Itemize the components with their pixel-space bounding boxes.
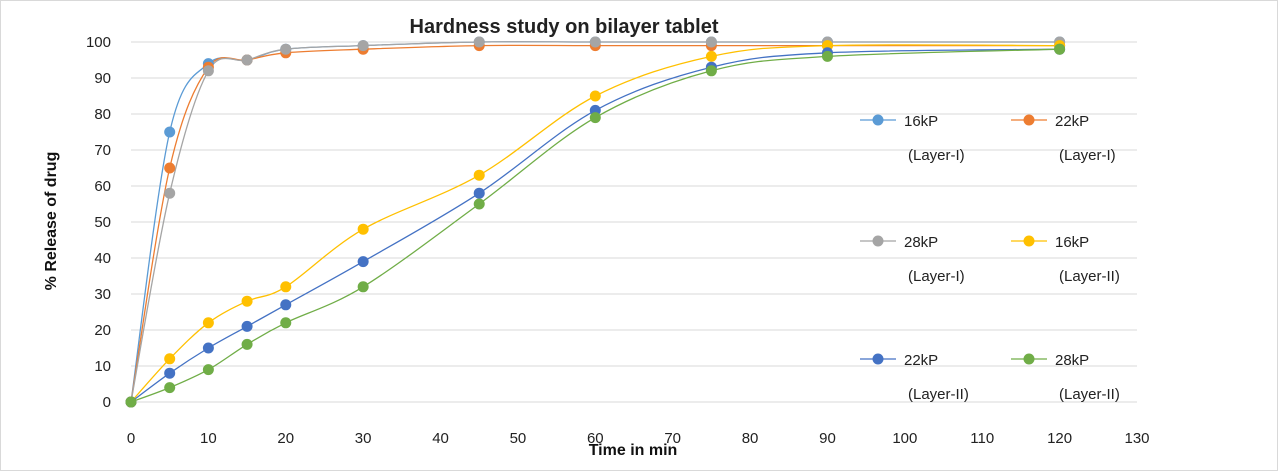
data-point [241, 295, 253, 307]
x-tick-label: 70 [664, 430, 681, 447]
legend-sublabel: (Layer-II) [1059, 386, 1120, 403]
legend-sublabel: (Layer-I) [908, 268, 965, 285]
data-point [164, 382, 176, 394]
chart-title: Hardness study on bilayer tablet [410, 16, 719, 38]
x-tick-label: 120 [1047, 430, 1072, 447]
x-tick-label: 60 [587, 430, 604, 447]
data-point [164, 187, 176, 199]
data-point [164, 367, 176, 379]
legend-label: 22kP [904, 352, 938, 369]
legend-sublabel: (Layer-II) [908, 386, 969, 403]
data-point [241, 54, 253, 66]
y-tick-label: 30 [94, 286, 111, 303]
data-point [357, 256, 369, 268]
x-tick-label: 110 [970, 430, 994, 447]
data-point [280, 317, 292, 329]
data-point [1054, 43, 1066, 55]
x-tick-labels: 0 10 20 30 40 50 60 70 80 90 100 110 120 130 [127, 430, 1150, 447]
x-tick-label: 30 [355, 430, 372, 447]
data-point [202, 364, 214, 376]
legend-marker [872, 235, 884, 247]
x-tick-label: 0 [127, 430, 135, 447]
data-point [125, 396, 137, 408]
y-tick-labels: 0 10 20 30 40 50 60 70 80 90 100 [86, 34, 111, 411]
y-tick-label: 60 [94, 178, 111, 195]
x-tick-label: 130 [1124, 430, 1149, 447]
data-point [705, 65, 717, 77]
series-line [130, 41, 1060, 403]
data-point [241, 320, 253, 332]
y-tick-label: 20 [94, 322, 111, 339]
y-tick-label: 0 [103, 394, 111, 411]
legend-label: 16kP [904, 113, 938, 130]
series-line [130, 48, 1060, 403]
data-point [202, 317, 214, 329]
data-point [164, 353, 176, 365]
data-point [589, 112, 601, 124]
data-point [164, 126, 176, 138]
data-point [357, 40, 369, 52]
legend: 16kP (Layer-I) 22kP (Layer-I) 28kP (Layer-I) 1… [860, 113, 1120, 403]
x-tick-label: 10 [200, 430, 217, 447]
data-point [164, 162, 176, 174]
y-tick-label: 90 [94, 70, 111, 87]
legend-label: 16kP [1055, 234, 1089, 251]
data-point [202, 65, 214, 77]
data-point [589, 90, 601, 102]
data-point [473, 36, 485, 48]
grid-lines [131, 41, 1137, 403]
y-tick-label: 100 [86, 34, 111, 51]
data-point [280, 43, 292, 55]
y-tick-label: 40 [94, 250, 111, 267]
data-point [821, 50, 833, 62]
legend-label: 22kP [1055, 113, 1089, 130]
x-tick-label: 50 [510, 430, 527, 447]
data-point [473, 187, 485, 199]
legend-marker [872, 353, 884, 365]
data-point [357, 281, 369, 293]
data-point [473, 198, 485, 210]
legend-sublabel: (Layer-I) [1059, 147, 1116, 164]
y-tick-label: 70 [94, 142, 111, 159]
y-tick-label: 80 [94, 106, 111, 123]
x-tick-label: 90 [819, 430, 836, 447]
legend-marker [872, 114, 884, 126]
legend-label: 28kP [1055, 352, 1089, 369]
data-point [241, 338, 253, 350]
data-point [280, 299, 292, 311]
legend-marker [1023, 114, 1035, 126]
series-group [125, 36, 1066, 408]
data-point [202, 342, 214, 354]
x-tick-label: 40 [432, 430, 449, 447]
data-point [589, 36, 601, 48]
x-axis-title: Time in min [589, 442, 678, 459]
legend-label: 28kP [904, 234, 938, 251]
x-tick-label: 20 [277, 430, 294, 447]
y-axis-title: % Release of drug [43, 152, 60, 291]
y-tick-label: 10 [94, 358, 111, 375]
y-tick-label: 50 [94, 214, 111, 231]
legend-sublabel: (Layer-II) [1059, 268, 1120, 285]
data-point [280, 281, 292, 293]
data-point [357, 223, 369, 235]
data-point [473, 169, 485, 181]
series-line [130, 44, 1060, 403]
legend-sublabel: (Layer-I) [908, 147, 965, 164]
data-point [705, 36, 717, 48]
legend-marker [1023, 235, 1035, 247]
legend-marker [1023, 353, 1035, 365]
data-point [705, 50, 717, 62]
series-line [130, 48, 1060, 403]
x-tick-label: 80 [742, 430, 759, 447]
x-tick-label: 100 [892, 430, 917, 447]
